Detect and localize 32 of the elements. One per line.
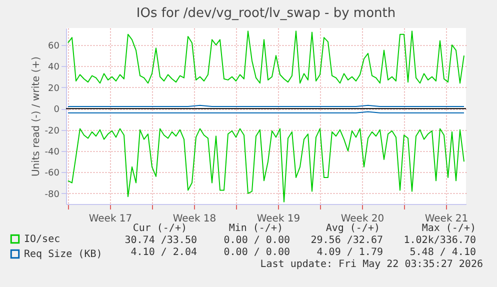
text: Cur (-/+) — [132, 223, 187, 234]
text: Avg (-/+) — [326, 223, 380, 234]
y-tick-label: 0 — [54, 105, 60, 116]
y-tick-label: -40 — [44, 147, 60, 158]
chart-title: IOs for /dev/vg_root/lv_swap - by month — [136, 6, 396, 21]
text: Last update: Fri May 22 03:35:27 2026 — [260, 259, 483, 270]
x-tick-label: Week 21 — [424, 214, 468, 224]
x-tick-label: Week 19 — [256, 214, 300, 224]
legend-label: IO/sec — [24, 234, 60, 245]
y-tick-label: 20 — [48, 84, 60, 94]
text: 30.74 /33.50 — [124, 235, 197, 246]
x-tick-label: Week 20 — [340, 214, 384, 224]
line-series — [68, 30, 464, 84]
text: 0.00 / 0.00 — [224, 247, 290, 258]
y-tick-label: -20 — [44, 126, 60, 136]
y-tick-label: -60 — [44, 168, 60, 179]
line-series — [68, 128, 464, 202]
text: Min (-/+) — [228, 223, 283, 234]
text: 29.56 /32.67 — [310, 235, 383, 246]
y-tick-label: 60 — [48, 41, 60, 52]
legend-label: Req Size (KB) — [24, 249, 102, 260]
text: Max (-/+) — [422, 223, 476, 234]
y-tick-label: 40 — [48, 62, 60, 73]
x-tick-label: Week 17 — [88, 214, 132, 224]
y-tick-label: -80 — [44, 190, 60, 200]
text: 1.02k/336.70 — [404, 235, 476, 246]
y-axis-title: Units read (-) / write (+) — [30, 56, 42, 177]
text: 5.48 / 4.10 — [410, 247, 476, 258]
x-tick-label: Week 18 — [172, 214, 216, 224]
text: 0.00 / 0.00 — [224, 235, 290, 246]
text: 4.10 / 2.04 — [130, 247, 197, 258]
text: 4.09 / 1.79 — [316, 247, 383, 258]
